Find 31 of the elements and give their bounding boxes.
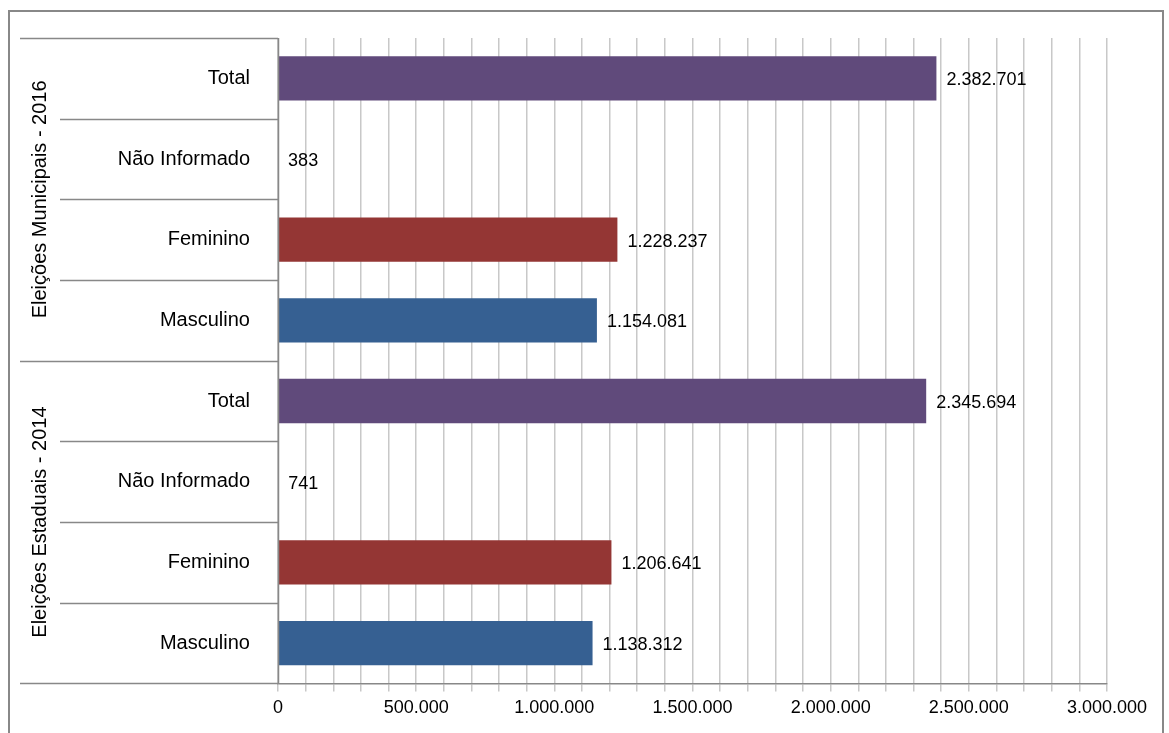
bar [278,298,597,343]
data-label: 2.345.694 [936,392,1017,413]
data-label: 1.138.312 [602,634,683,655]
x-tick-label: 1.000.000 [514,697,595,718]
data-label: 2.382.701 [946,69,1027,90]
text: Eleições Estaduais - 2014 [27,406,50,638]
x-tick-label: 2.500.000 [928,697,1009,718]
y-tick-label: Não Informado [117,469,250,492]
data-label: 1.206.641 [621,553,702,574]
y-tick-label: Total [207,65,250,88]
y-tick-label: Não Informado [117,146,250,169]
x-tick-label: 0 [272,697,284,718]
y-tick-label: Total [207,388,250,411]
y-tick-label: Feminino [167,227,250,250]
bar [278,540,612,585]
x-tick-label: 500.000 [383,697,449,718]
data-label: 1.228.237 [627,230,708,251]
bar [278,217,618,262]
data-label: 741 [288,472,319,493]
x-tick-label: 3.000.000 [1066,697,1148,718]
y-tick-label: Masculino [159,307,250,330]
bar [278,56,937,101]
x-tick-label: 2.000.000 [790,697,871,718]
data-label: 1.154.081 [606,311,687,332]
bar [278,620,593,666]
data-label: 383 [288,149,319,170]
y-tick-label: Feminino [167,549,250,572]
x-tick-label: 1.500.000 [652,697,733,718]
text: Eleições Municipais - 2016 [27,80,50,319]
bar [278,378,927,424]
y-tick-label: Masculino [159,630,250,653]
